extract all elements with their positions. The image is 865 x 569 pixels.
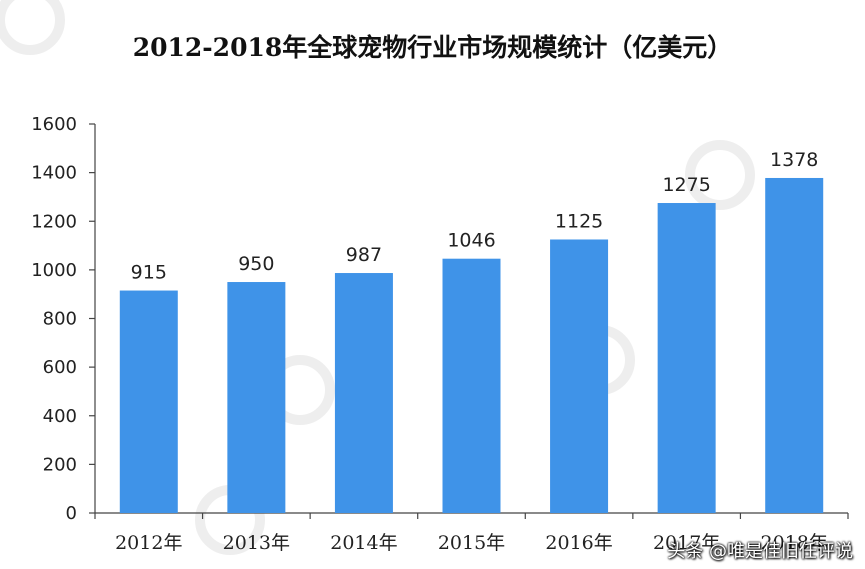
chart-bars <box>119 177 824 513</box>
bar-2 <box>334 273 393 513</box>
y-tick-label: 200 <box>43 454 77 475</box>
x-tick-label: 2013年 <box>223 532 290 554</box>
x-tick-label: 2012年 <box>115 532 182 554</box>
y-tick-label: 1400 <box>31 163 77 184</box>
x-tick-label: 2017年 <box>653 532 720 554</box>
data-label: 950 <box>238 253 274 275</box>
data-label: 1378 <box>770 149 818 171</box>
x-tick-label: 2018年 <box>761 532 828 554</box>
bar-5 <box>657 203 716 513</box>
y-tick-label: 600 <box>43 357 77 378</box>
watermark-circle-3 <box>685 140 755 210</box>
chart-labels: 915 2012年 950 2013年 987 2014年 1046 2015年 1125 201… <box>115 149 828 554</box>
data-label: 1275 <box>662 174 710 196</box>
y-tick-label: 800 <box>43 309 77 330</box>
y-tick-label: 1000 <box>31 260 77 281</box>
y-tick-label: 1200 <box>31 211 77 232</box>
x-tick-label: 2016年 <box>545 532 612 554</box>
bar-4 <box>550 239 609 513</box>
bar-3 <box>442 258 501 513</box>
data-label: 1046 <box>447 230 495 252</box>
watermark-credit: 头条 @唯是佳旧任评说 <box>667 541 853 562</box>
chart-axes: 0 200 400 600 800 1000 1200 1400 1600 <box>31 114 849 524</box>
watermark-circle-0 <box>0 0 65 55</box>
bar-0 <box>119 290 178 513</box>
y-tick-label: 400 <box>43 406 77 427</box>
bar-1 <box>227 282 286 513</box>
data-label: 1125 <box>555 210 603 232</box>
data-label: 987 <box>346 244 382 266</box>
bar-6 <box>765 177 824 513</box>
y-tick-label: 0 <box>66 503 77 524</box>
x-tick-label: 2015年 <box>438 532 505 554</box>
x-tick-label: 2014年 <box>330 532 397 554</box>
y-tick-label: 1600 <box>31 114 77 135</box>
chart-title: 2012-2018年全球宠物行业市场规模统计（亿美元） <box>132 33 733 62</box>
data-label: 915 <box>131 262 167 284</box>
